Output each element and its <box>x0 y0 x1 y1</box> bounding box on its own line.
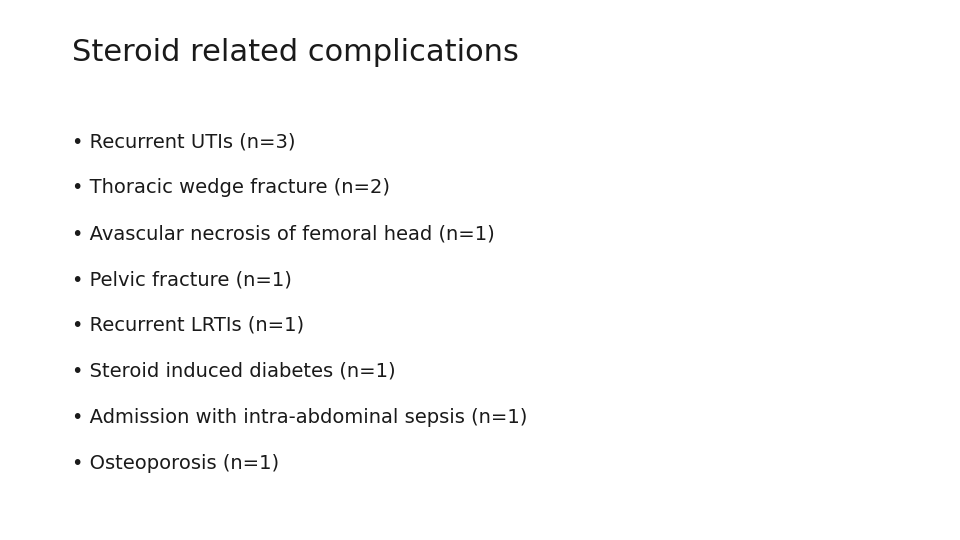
Text: • Recurrent UTIs (n=3): • Recurrent UTIs (n=3) <box>72 132 296 151</box>
Text: • Recurrent LRTIs (n=1): • Recurrent LRTIs (n=1) <box>72 316 304 335</box>
Text: • Osteoporosis (n=1): • Osteoporosis (n=1) <box>72 454 279 472</box>
Text: Steroid related complications: Steroid related complications <box>72 38 518 67</box>
Text: • Pelvic fracture (n=1): • Pelvic fracture (n=1) <box>72 270 292 289</box>
Text: • Avascular necrosis of femoral head (n=1): • Avascular necrosis of femoral head (n=… <box>72 224 494 243</box>
Text: • Steroid induced diabetes (n=1): • Steroid induced diabetes (n=1) <box>72 362 396 381</box>
Text: • Admission with intra-abdominal sepsis (n=1): • Admission with intra-abdominal sepsis … <box>72 408 527 427</box>
Text: • Thoracic wedge fracture (n=2): • Thoracic wedge fracture (n=2) <box>72 178 390 197</box>
